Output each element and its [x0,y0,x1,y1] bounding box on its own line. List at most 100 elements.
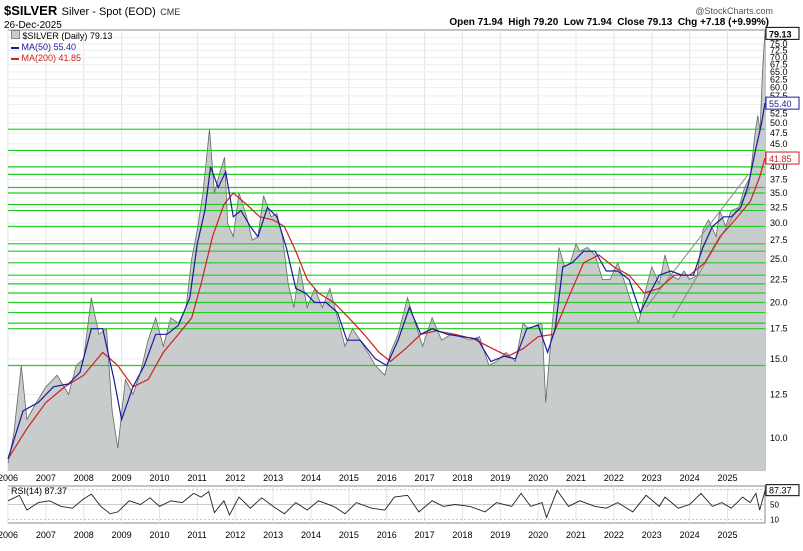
exchange-label: CME [160,7,181,17]
y-tick-label: 25.0 [770,254,788,264]
x-tick-label-bottom: 2025 [718,530,738,540]
x-tick-label-bottom: 2007 [36,530,56,540]
ohlc-low-value: 71.94 [586,17,612,28]
x-tick-label-bottom: 2020 [528,530,548,540]
x-tick-label-bottom: 2009 [112,530,132,540]
x-tick-label: 2018 [452,473,472,483]
axes: 10.0 12.5 15.0 17.5 20.0 22.5 25.0 27.5 30.0 32.5… [0,26,800,540]
watermark: @StockCharts.com [695,6,773,16]
x-tick-label-bottom: 2018 [452,530,472,540]
x-tick-label-bottom: 2014 [301,530,321,540]
rsi-value-tag-box [765,484,800,497]
y-tick-label: 17.5 [770,324,788,334]
y-tick-label: 10.0 [770,433,788,443]
y-tick-label: 72.5 [770,45,788,55]
ohlc-high-label: High [508,17,531,28]
y-tick-label: 20.0 [770,298,788,308]
y-tick-label: 32.5 [770,203,788,213]
ohlc-open-label: Open [449,17,475,28]
x-tick-label: 2010 [149,473,169,483]
y-tick-label: 15.0 [770,354,788,364]
x-tick-label: 2023 [642,473,662,483]
rsi-panel [7,485,766,524]
legend-ma200-label: MA(200) 41.85 [21,53,82,63]
x-tick-label-bottom: 2015 [339,530,359,540]
y-tick-label: 37.5 [770,175,788,185]
y-tick-label: 27.5 [770,235,788,245]
x-tick-label: 2006 [0,473,18,483]
x-tick-label-bottom: 2012 [225,530,245,540]
x-tick-label: 2012 [225,473,245,483]
ma50-line [7,102,766,459]
x-tick-label: 2007 [36,473,56,483]
legend-price-swatch [11,30,20,39]
rsi-legend-label: RSI(14) 87.37 [11,486,68,496]
x-tick-label-bottom: 2017 [415,530,435,540]
ma50-value-tag: 55.40 [765,96,800,110]
x-tick-label-bottom: 2022 [604,530,624,540]
rsi-tick-label: 50 [770,501,779,510]
y-tick-label: 45.0 [770,139,788,149]
ma200-value-tag-text: 41.85 [769,154,792,164]
y-tick-label: 50.0 [770,118,788,128]
x-tick-label-bottom: 2024 [680,530,700,540]
rsi-value-tag-text: 87.37 [769,486,792,496]
x-tick-label: 2011 [187,473,206,483]
x-tick-label-bottom: 2011 [187,530,206,540]
x-tick-label: 2024 [680,473,700,483]
x-tick-label-bottom: 2023 [642,530,662,540]
ma50-value-tag-text: 55.40 [769,99,792,109]
ohlc-close-label: Close [617,17,645,28]
trendline [672,187,751,319]
y-tick-label: 67.5 [770,59,788,69]
y-tick-label: 52.5 [770,109,788,119]
y-tick-label: 70.0 [770,52,788,62]
y-tick-label: 60.0 [770,83,788,93]
y-tick-label: 62.5 [770,75,788,85]
instrument-name: Silver - Spot (EOD) [61,6,156,18]
x-tick-label: 2014 [301,473,321,483]
price-panel [7,29,766,471]
x-tick-label-bottom: 2013 [263,530,283,540]
x-tick-label: 2017 [415,473,435,483]
close-value-tag: 79.13 [765,26,800,40]
x-tick-label: 2025 [718,473,738,483]
legend-box: $SILVER (Daily) 79.13 MA(50) 55.40 MA(20… [11,30,112,64]
y-tick-label: 40.0 [770,162,788,172]
x-tick-label: 2021 [566,473,586,483]
ohlc-bar: Open 71.94 High 79.20 Low 71.94 Close 79… [449,17,769,28]
x-tick-label: 2019 [490,473,510,483]
ohlc-high-value: 79.20 [533,17,559,28]
y-tick-label: 30.0 [770,218,788,228]
y-tick-label: 35.0 [770,188,788,198]
x-tick-label: 2013 [263,473,283,483]
close-value-tag-text: 79.13 [769,29,792,39]
symbol-label: $SILVER [4,3,58,18]
ma50-value-tag-box [765,96,800,110]
x-tick-label-bottom: 2006 [0,530,18,540]
chart-date: 26-Dec-2025 [4,20,62,31]
x-tick-label: 2009 [112,473,132,483]
y-tick-label: 12.5 [770,390,788,400]
legend-ma50-label: MA(50) 55.40 [21,42,77,52]
price-area [8,33,765,471]
header-left: $SILVER Silver - Spot (EOD) CME 26-Dec-2… [4,4,180,33]
x-tick-label: 2016 [377,473,397,483]
ohlc-open-value: 71.94 [477,17,503,28]
ohlc-chg-label: Chg [677,17,698,28]
rsi-tick-label: 10 [770,515,779,524]
y-tick-label: 65.0 [770,67,788,77]
y-tick-label: 47.5 [770,128,788,138]
x-tick-label-bottom: 2008 [74,530,94,540]
legend-price-label: $SILVER (Daily) 79.13 [22,31,113,41]
y-tick-label: 57.5 [770,91,788,101]
y-tick-label: 75.0 [770,39,788,49]
y-tick-label: 22.5 [770,274,788,284]
ma200-value-tag-box [765,151,800,165]
ma200-value-tag: 41.85 [765,151,800,165]
ma200-line [7,157,766,460]
close-value-tag-box [765,26,800,40]
x-tick-label-bottom: 2021 [566,530,586,540]
x-tick-label: 2008 [74,473,94,483]
